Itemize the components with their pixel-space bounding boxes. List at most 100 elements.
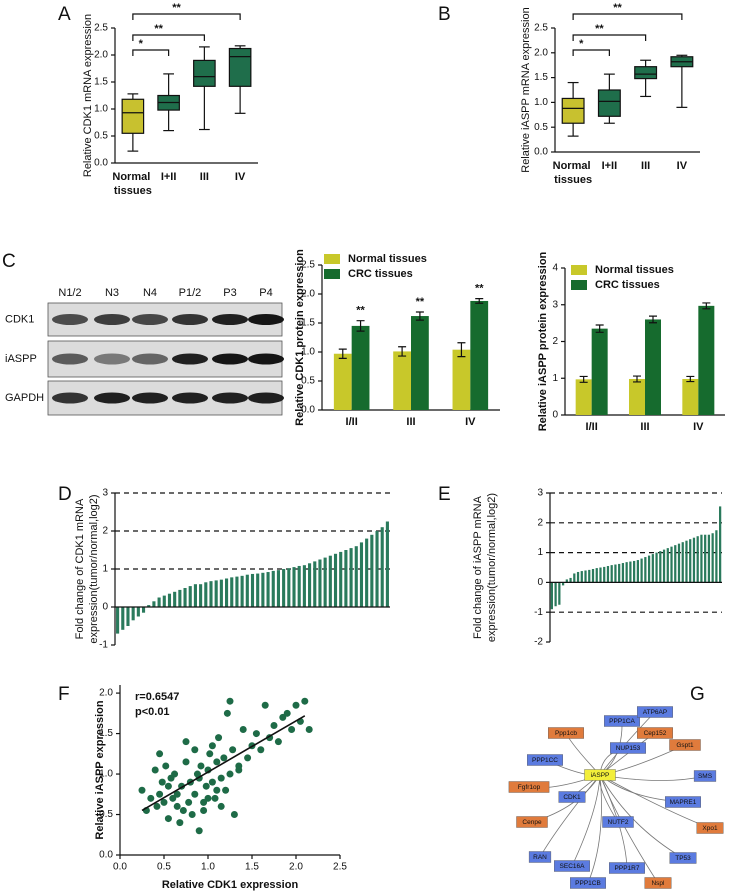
point xyxy=(185,798,193,806)
significance-label: ** xyxy=(356,305,365,317)
network-node-label: Ppp1cb xyxy=(555,730,577,737)
bar xyxy=(157,597,161,607)
bar xyxy=(292,567,296,607)
bar xyxy=(692,537,696,583)
error-bar xyxy=(633,375,641,383)
significance-bracket xyxy=(132,13,241,20)
x-tick-label: III xyxy=(200,171,209,183)
point xyxy=(182,758,190,766)
bar xyxy=(167,593,172,607)
bar xyxy=(662,549,666,583)
panel-label: F xyxy=(58,684,70,705)
bar xyxy=(621,563,625,583)
blot-band xyxy=(172,353,208,365)
row-label: iASPP xyxy=(5,353,37,365)
network-node-label: Fgfr1op xyxy=(518,784,541,791)
point xyxy=(226,697,234,705)
significance-label: ** xyxy=(595,23,604,35)
bar xyxy=(230,577,234,607)
significance-label: ** xyxy=(613,2,622,14)
bar xyxy=(365,538,369,607)
network-node xyxy=(570,877,607,889)
lane-label: P3 xyxy=(223,287,236,299)
blot-band xyxy=(212,353,248,365)
x-tick-label: I/II xyxy=(346,416,358,428)
y-tick-label: 1 xyxy=(552,373,558,384)
error-bar xyxy=(475,298,484,304)
network-node-label: Cenpe xyxy=(522,819,542,826)
network-node xyxy=(516,816,548,828)
point xyxy=(191,790,199,798)
y-axis-label: expression(tumor/normal,log2) xyxy=(486,493,498,642)
bar xyxy=(333,553,338,607)
blot-band xyxy=(172,392,208,404)
lane-label: P1/2 xyxy=(179,287,202,299)
network-node xyxy=(693,770,717,782)
network-node xyxy=(610,742,647,754)
y-axis-label: expression(tumor/normal,log2) xyxy=(88,494,100,643)
network-node-label: TP53 xyxy=(675,855,691,862)
y-tick-label: 1.0 xyxy=(99,769,113,780)
bar xyxy=(644,557,647,583)
bar xyxy=(569,577,572,583)
point xyxy=(223,709,231,717)
network-node xyxy=(644,877,672,889)
bar xyxy=(393,351,411,410)
bar xyxy=(359,542,364,607)
blot-band xyxy=(132,353,168,365)
bar xyxy=(651,554,654,583)
bar xyxy=(681,542,684,583)
x-axis-label: Relative CDK1 expression xyxy=(162,879,299,891)
point xyxy=(173,790,181,798)
bar xyxy=(411,316,429,410)
point xyxy=(202,782,210,790)
bar xyxy=(565,579,568,583)
bar xyxy=(595,568,598,583)
network-node-label: NUP153 xyxy=(616,745,641,752)
bar xyxy=(689,539,692,583)
bar xyxy=(235,576,239,607)
panel-label: G xyxy=(690,684,705,705)
lane-label: P4 xyxy=(259,287,272,299)
bar xyxy=(603,566,606,583)
error-bar xyxy=(398,346,407,357)
point xyxy=(226,770,234,778)
x-tick-label: III xyxy=(406,416,415,428)
lane-label: N1/2 xyxy=(58,287,81,299)
significance-bracket xyxy=(572,34,647,41)
bar xyxy=(214,580,218,607)
legend-label: Normal tissues xyxy=(348,253,427,265)
x-tick-label: IV xyxy=(465,416,476,428)
blot-band xyxy=(132,314,168,325)
significance-label: ** xyxy=(416,296,425,308)
bar xyxy=(276,570,280,607)
bar xyxy=(297,565,301,607)
blot-band xyxy=(52,314,88,325)
blot-band xyxy=(94,392,130,404)
bar xyxy=(707,534,711,583)
point xyxy=(288,726,296,734)
bar xyxy=(633,560,636,583)
y-tick-label: 1.0 xyxy=(94,104,108,115)
bar xyxy=(131,607,135,621)
point xyxy=(164,782,172,790)
box xyxy=(561,97,585,124)
point xyxy=(211,794,219,802)
point xyxy=(244,754,252,762)
y-tick-label: 0.5 xyxy=(99,809,113,820)
y-tick-label: 0.5 xyxy=(94,131,108,142)
point xyxy=(176,819,184,827)
y-tick-label: 0.0 xyxy=(534,147,548,158)
y-axis-label: Relative iASPP protein expression xyxy=(537,251,549,431)
bar xyxy=(655,552,658,583)
point xyxy=(301,697,309,705)
bar xyxy=(351,325,370,410)
point xyxy=(279,713,287,721)
bar xyxy=(698,305,715,415)
x-tick-label: III xyxy=(640,421,649,433)
bar xyxy=(271,570,275,607)
blot-band xyxy=(94,353,130,365)
point xyxy=(204,794,212,802)
bar xyxy=(193,584,197,607)
bar xyxy=(618,563,621,583)
